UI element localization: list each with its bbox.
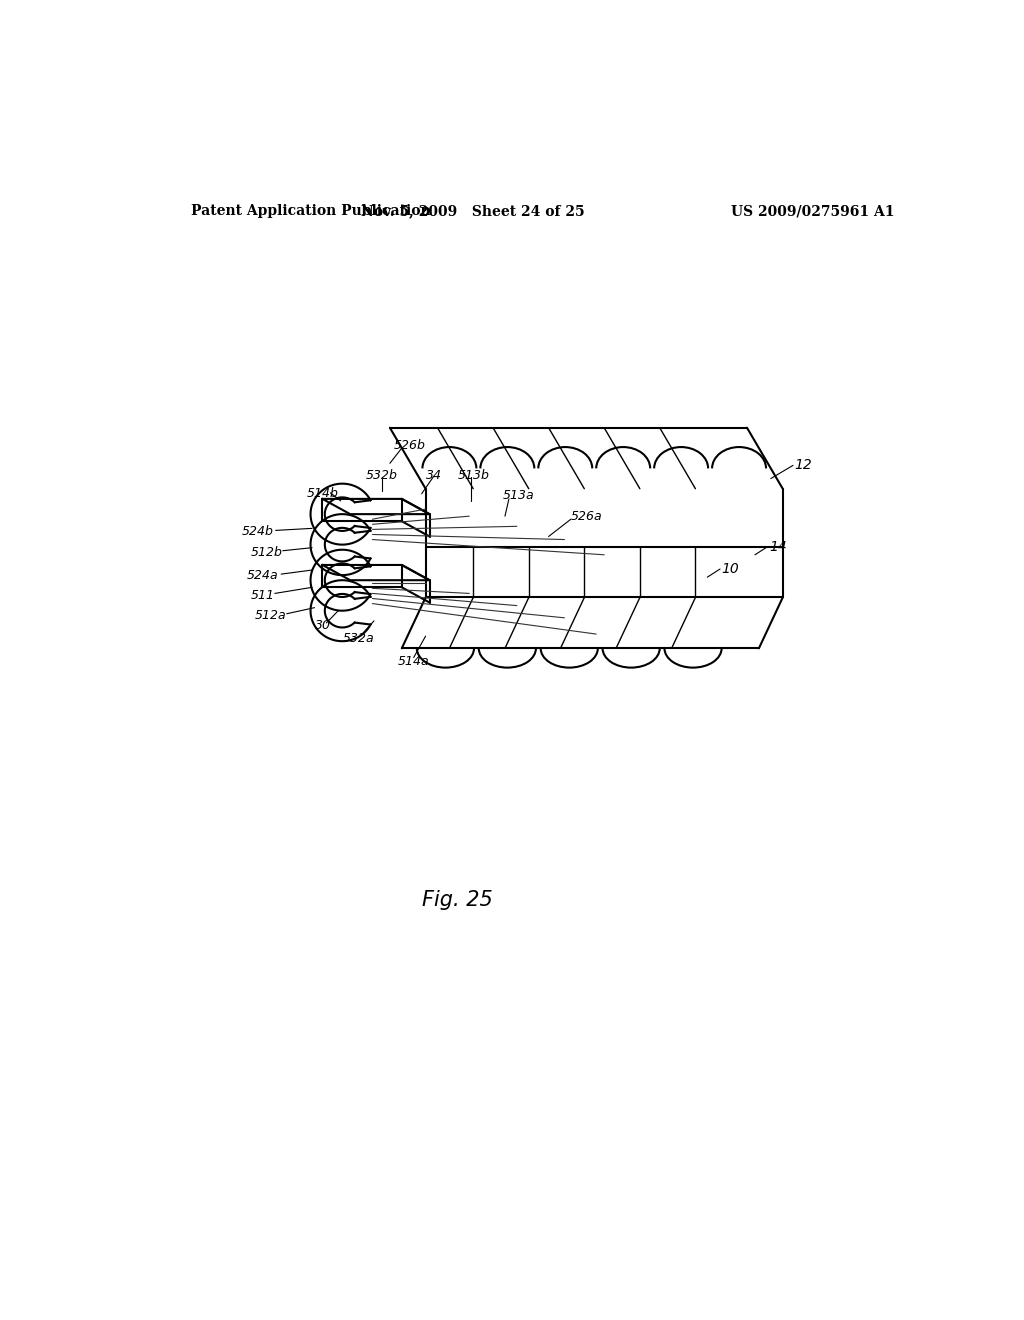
Text: 512a: 512a (255, 610, 287, 622)
Text: 513a: 513a (503, 490, 535, 503)
Text: 30: 30 (314, 619, 331, 632)
Text: 34: 34 (426, 469, 441, 482)
Text: 14: 14 (769, 540, 787, 553)
Text: Nov. 5, 2009   Sheet 24 of 25: Nov. 5, 2009 Sheet 24 of 25 (361, 205, 585, 218)
Text: Patent Application Publication: Patent Application Publication (191, 205, 431, 218)
Text: 526b: 526b (394, 438, 426, 451)
Text: Fig. 25: Fig. 25 (422, 891, 493, 911)
Text: 532b: 532b (367, 469, 398, 482)
Text: 12: 12 (795, 458, 812, 473)
Text: 514b: 514b (306, 487, 339, 500)
Text: 10: 10 (722, 562, 739, 576)
Text: 514a: 514a (397, 655, 429, 668)
Text: 532a: 532a (342, 632, 374, 644)
Text: US 2009/0275961 A1: US 2009/0275961 A1 (731, 205, 895, 218)
Text: 524b: 524b (242, 525, 273, 539)
Text: 513b: 513b (458, 469, 489, 482)
Text: 512b: 512b (251, 546, 283, 560)
Text: 526a: 526a (570, 510, 602, 523)
Text: 524a: 524a (247, 569, 279, 582)
Text: 511: 511 (251, 589, 275, 602)
